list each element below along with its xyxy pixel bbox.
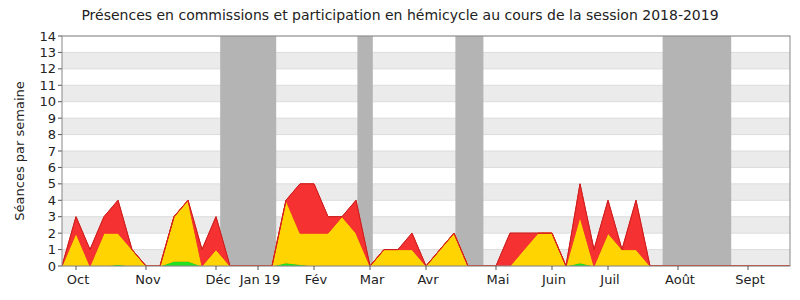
- holiday-band: [663, 36, 732, 266]
- y-tick: [58, 167, 62, 168]
- y-tick-label: 9: [48, 111, 56, 126]
- x-tick-label: Nov: [135, 272, 161, 287]
- y-tick: [58, 52, 62, 53]
- x-tick-label: Mai: [487, 272, 510, 287]
- y-axis-label: Séances par semaine: [12, 81, 27, 220]
- x-tick: [76, 266, 77, 270]
- y-tick: [58, 216, 62, 217]
- area-outline: [62, 184, 790, 266]
- x-tick: [146, 266, 147, 270]
- y-tick: [58, 134, 62, 135]
- y-tick-label: 11: [39, 78, 56, 93]
- x-tick: [678, 266, 679, 270]
- y-tick: [58, 249, 62, 250]
- y-tick-label: 13: [39, 45, 56, 60]
- y-tick: [58, 85, 62, 86]
- area-outline: [62, 200, 790, 266]
- title: Présences en commissions et participatio…: [81, 7, 718, 23]
- y-tick: [58, 118, 62, 119]
- y-tick-label: 3: [48, 209, 56, 224]
- y-tick-label: 1: [48, 242, 56, 257]
- plot-frame: [62, 36, 790, 266]
- x-tick: [552, 266, 553, 270]
- y-tick: [58, 36, 62, 37]
- y-tick: [58, 266, 62, 267]
- holiday-band: [220, 36, 276, 266]
- y-tick-label: 12: [39, 61, 56, 76]
- x-tick: [216, 266, 217, 270]
- y-tick-label: 6: [48, 160, 56, 175]
- x-tick-label: Jan 19: [239, 272, 281, 287]
- x-tick-label: Juil: [599, 272, 619, 287]
- x-tick: [314, 266, 315, 270]
- y-tick: [58, 151, 62, 152]
- x-tick: [370, 266, 371, 270]
- area-series: [62, 184, 790, 266]
- x-tick: [258, 266, 259, 270]
- x-tick: [496, 266, 497, 270]
- x-tick: [748, 266, 749, 270]
- plot-area: [62, 36, 790, 266]
- y-tick-label: 14: [39, 29, 56, 44]
- x-tick-label: Déc: [205, 272, 230, 287]
- x-tick: [608, 266, 609, 270]
- y-tick-label: 0: [48, 259, 56, 274]
- x-tick: [426, 266, 427, 270]
- x-tick-label: Oct: [67, 272, 89, 287]
- y-tick: [58, 68, 62, 69]
- x-tick-label: Fév: [305, 272, 328, 287]
- y-tick: [58, 101, 62, 102]
- y-tick-label: 2: [48, 226, 56, 241]
- holiday-band: [455, 36, 483, 266]
- y-tick-label: 7: [48, 144, 56, 159]
- y-tick: [58, 183, 62, 184]
- y-tick-label: 8: [48, 127, 56, 142]
- background: [0, 0, 800, 300]
- y-tick-label: 10: [39, 94, 56, 109]
- chart: 01234567891011121314OctNovDécJan 19FévMa…: [0, 0, 800, 300]
- y-tick: [58, 233, 62, 234]
- x-tick-label: Août: [665, 272, 695, 287]
- y-tick-label: 4: [48, 193, 56, 208]
- area-series: [62, 200, 790, 266]
- x-tick-label: Sept: [735, 272, 765, 287]
- x-tick-label: Juin: [541, 272, 566, 287]
- x-tick-label: Mar: [360, 272, 385, 287]
- y-tick-label: 5: [48, 176, 56, 191]
- y-tick: [58, 200, 62, 201]
- x-tick-label: Avr: [417, 272, 439, 287]
